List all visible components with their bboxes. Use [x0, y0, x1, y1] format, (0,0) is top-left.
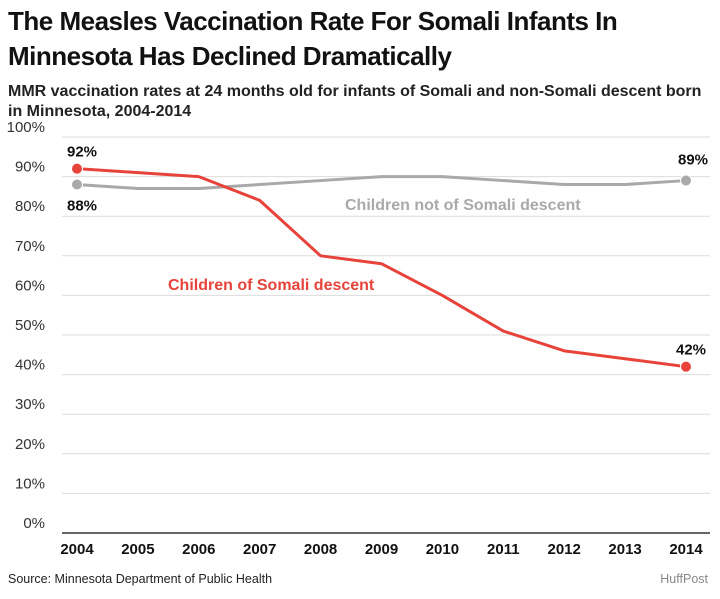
x-tick-label: 2013: [608, 541, 641, 558]
x-tick-label: 2004: [60, 541, 94, 558]
y-tick-label: 10%: [15, 475, 45, 492]
x-tick-label: 2011: [487, 541, 520, 558]
data-point-marker: [71, 162, 83, 175]
series-line-somali: [75, 167, 688, 369]
y-tick-label: 20%: [15, 436, 45, 453]
y-tick-label: 0%: [23, 515, 45, 532]
data-point-marker: [680, 174, 692, 187]
y-tick-label: 80%: [15, 198, 45, 215]
y-tick-label: 40%: [15, 357, 45, 374]
data-value-label: 42%: [676, 342, 706, 359]
data-value-label: 89%: [678, 152, 708, 169]
gridlines: [62, 136, 710, 534]
y-tick-label: 70%: [15, 238, 45, 255]
y-tick-label: 30%: [15, 396, 45, 413]
y-tick-label: 90%: [15, 159, 45, 176]
data-point-marker: [680, 360, 692, 373]
x-tick-label: 2008: [304, 541, 337, 558]
x-tick-label: 2009: [365, 541, 398, 558]
data-point-marker: [71, 178, 83, 191]
brand-logo: HuffPost: [660, 572, 708, 586]
series-label-non-somali: Children not of Somali descent: [345, 197, 581, 214]
y-axis-ticks: 0% 10% 20% 30% 40% 50% 60% 70% 80% 90% 100%: [7, 119, 45, 532]
y-tick-label: 100%: [7, 119, 45, 136]
data-labels: 92% 88% 89% 42% Children not of Somali desce…: [67, 144, 708, 359]
y-tick-label: 60%: [15, 277, 45, 294]
chart-title: The Measles Vaccination Rate For Somali …: [8, 6, 618, 71]
x-tick-label: 2006: [182, 541, 215, 558]
x-tick-label: 2014: [669, 541, 703, 558]
chart-subtitle: MMR vaccination rates at 24 months old f…: [8, 83, 702, 120]
x-tick-label: 2007: [243, 541, 276, 558]
y-tick-label: 50%: [15, 317, 45, 334]
x-tick-label: 2012: [548, 541, 581, 558]
series-lines: [71, 162, 692, 373]
series-line-non-somali: [75, 175, 688, 190]
data-value-label: 88%: [67, 198, 97, 215]
source-note: Source: Minnesota Department of Public H…: [8, 572, 273, 586]
series-label-somali: Children of Somali descent: [168, 277, 375, 294]
x-axis-ticks: 2004 2005 2006 2007 2008 2009 2010 2011 2012 2013…: [60, 541, 703, 558]
x-tick-label: 2010: [426, 541, 459, 558]
x-tick-label: 2005: [121, 541, 154, 558]
data-value-label: 92%: [67, 144, 97, 161]
